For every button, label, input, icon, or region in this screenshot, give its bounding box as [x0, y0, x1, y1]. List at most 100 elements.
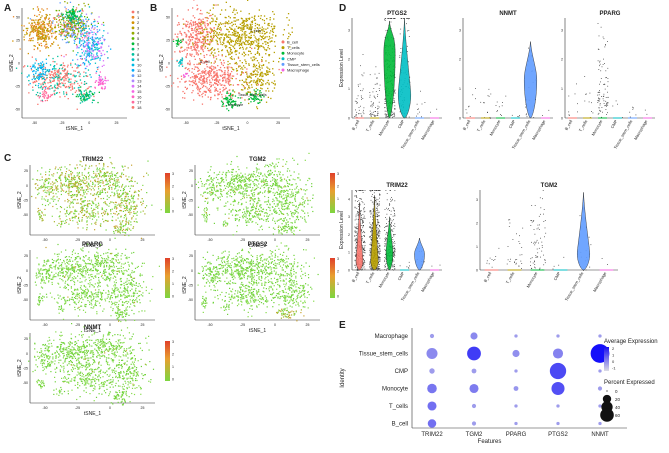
panel-a-legend-label: 11	[137, 68, 142, 73]
dotplot-feature-label: NNMT	[591, 432, 609, 438]
panel-c-tgm2-ylabel: tSNE_2	[182, 191, 188, 208]
panel-b-x-tick: -50	[184, 121, 189, 125]
panel-b-legend-dot	[281, 51, 285, 55]
violin-ptgs2-jitter	[430, 108, 438, 113]
violin-tgm2-jitter	[486, 247, 500, 268]
violin-ptgs2-violin	[383, 20, 396, 119]
dotplot-pct-legend-dot	[606, 390, 608, 392]
violin-pparg-category-label: Monocyte	[590, 118, 603, 136]
panel-b-points	[165, 0, 293, 112]
panel-c-nnmt-y-tick: -50	[23, 381, 28, 385]
panel-a-legend-label: 16	[137, 94, 142, 99]
violin-ptgs2-ylabel: Expression Level	[339, 49, 345, 87]
panel-c-ptgs2-points	[197, 242, 319, 322]
dotplot-dot	[427, 419, 437, 428]
dotplot-pct-legend-label: 40	[615, 405, 621, 410]
violin-nnmt-category-label: B_cell	[462, 119, 472, 131]
panel-c-tgm2-x-tick: 0	[274, 238, 276, 242]
dotplot-dot	[556, 421, 560, 426]
dotplot-dot	[429, 333, 435, 339]
panel-c-pparg-colorbar-tick: 3	[172, 257, 174, 261]
dotplot-dot	[598, 369, 602, 373]
violin-trim22-category-label: Monocyte	[377, 270, 390, 288]
panel-a-y-tick: -25	[15, 85, 20, 89]
panel-a-x-tick: 25	[115, 121, 119, 125]
panel-c-trim22-colorbar-tick: 2	[172, 185, 174, 189]
panel-a-x-tick: 0	[88, 121, 90, 125]
panel-c-trim22-title: TRIM22	[82, 157, 104, 163]
panel-c-pparg-y-tick: 0	[26, 269, 28, 273]
violin-trim22-violin	[370, 195, 379, 271]
dotplot-dot	[556, 334, 560, 338]
violin-trim22-violin	[355, 202, 364, 271]
violin-ptgs2-category-label: CMP	[397, 119, 406, 129]
panel-c-ptgs2-colorbar-tick: 0	[337, 295, 339, 299]
panel-a-legend-dot	[131, 84, 135, 88]
dotplot-dot	[551, 381, 565, 396]
panel-c-nnmt-y-tick: 25	[24, 337, 28, 341]
panel-c-ptgs2-ylabel: tSNE_2	[182, 276, 188, 293]
panel-c-trim22-y-tick: 0	[26, 184, 28, 188]
panel-c-nnmt-ylabel: tSNE_2	[17, 359, 23, 376]
violin-pparg-y-tick: 2	[561, 58, 563, 62]
panel-a-legend-dot	[131, 53, 135, 56]
panel-c-trim22-x-tick: -25	[75, 238, 80, 242]
violin-nnmt-category-label: CMP	[508, 119, 517, 129]
panel-c-tgm2-y-tick: 25	[189, 169, 193, 173]
dotplot-avg-legend-tick: 2	[612, 346, 615, 351]
violin-tgm2-violin	[577, 192, 590, 271]
violin-pparg-y-tick: 3	[561, 28, 563, 32]
panel-c-pparg-x-tick: -50	[42, 323, 47, 327]
violin-trim22-category-label: B_cell	[351, 271, 361, 283]
dotplot-identity-label: T_cells	[389, 404, 408, 410]
panel-a-y-tick: 25	[16, 38, 20, 42]
violin-tgm2-category-label: CMP	[553, 271, 562, 281]
dotplot-feature-label: PPARG	[506, 432, 527, 438]
panel-c-tgm2-xlabel: tSNE_1	[249, 243, 266, 249]
dotplot-dot	[470, 332, 478, 340]
panel-c-nnmt-y-tick: -25	[23, 367, 28, 371]
panel-a-legend-dot	[131, 95, 135, 99]
dotplot-dot	[426, 347, 438, 360]
panel-label-c: C	[4, 153, 12, 164]
violin-ptgs2-category-label: B_cell	[351, 119, 361, 131]
panel-a-legend-label: 14	[137, 84, 142, 89]
dotplot-feature-label: TGM2	[466, 432, 483, 438]
panel-a-legend-dot	[131, 74, 135, 77]
dotplot-dot	[471, 368, 477, 374]
panel-a-legend-label: 12	[137, 73, 142, 78]
panel-c-ptgs2-y-tick: 25	[189, 254, 193, 258]
panel-c-tgm2-colorbar-tick: 3	[337, 172, 339, 176]
violin-trim22-violin	[414, 237, 425, 271]
dotplot-dot	[597, 386, 603, 391]
violin-trim22-y-tick: 0	[348, 269, 350, 273]
violin-ptgs2-category-label: Monocyte	[377, 118, 390, 136]
panel-b-legend-dot	[281, 62, 285, 66]
panel-c-trim22-colorbar-rect	[165, 173, 170, 213]
violin-ptgs2-y-tick: 1	[348, 87, 350, 91]
panel-a-legend-dot	[131, 10, 135, 14]
violin-pparg-category-label: CMP	[610, 119, 619, 129]
violin-ptgs2-title: PTGS2	[387, 11, 407, 17]
violin-nnmt-jitter	[542, 109, 550, 116]
violin-nnmt-category-label: T_cells	[476, 119, 487, 132]
panel-c-pparg-colorbar: 3 2 1 0	[165, 257, 174, 299]
panel-b-annotation: B_cell	[200, 60, 210, 64]
dotplot-dot	[429, 368, 435, 374]
panel-a-legend-label: 15	[137, 89, 142, 94]
panel-a-y-tick: 50	[16, 15, 20, 19]
dotplot-dot	[556, 404, 560, 408]
violin-tgm2-category-label: Tissue_stem_cells	[564, 271, 585, 302]
dotplot-avg-legend-title: Average Expression	[604, 339, 658, 345]
dotplot-avg-colorbar	[604, 347, 609, 371]
violin-ptgs2-jitter	[416, 90, 426, 118]
panel-label-e: E	[339, 320, 346, 331]
panel-a-legend-dot	[131, 100, 135, 104]
violin-ptgs2-category-label: T_cells	[365, 119, 376, 132]
panel-b-annotation: Monocyte	[228, 103, 243, 107]
panel-c-nnmt-x-tick: 0	[109, 406, 111, 410]
dotplot-pct-legend-dot	[602, 394, 612, 404]
panel-b-y-tick: -50	[165, 108, 170, 112]
dotplot-dot	[598, 334, 602, 338]
